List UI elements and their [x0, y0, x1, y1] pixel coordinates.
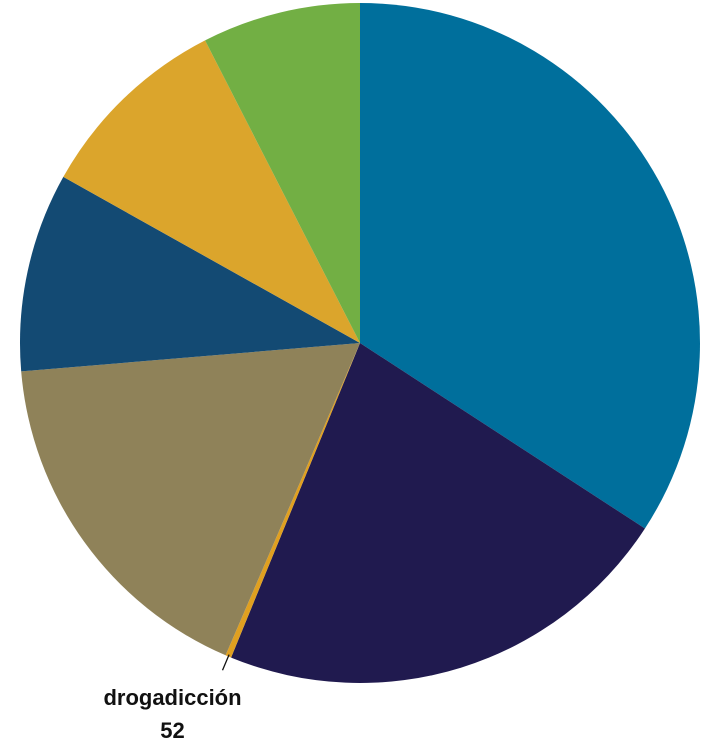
- pie-slice: [360, 3, 700, 529]
- pie-slice: [19, 176, 360, 372]
- slice-label: drogadicción: [103, 685, 241, 710]
- leader-line: [221, 654, 230, 671]
- pie-slice: [205, 3, 360, 343]
- pie-slice: [225, 343, 360, 658]
- pie-slice: [21, 343, 360, 656]
- pie-slice: [231, 343, 645, 683]
- pie-slice: [63, 40, 361, 343]
- slice-value: 52: [160, 718, 184, 743]
